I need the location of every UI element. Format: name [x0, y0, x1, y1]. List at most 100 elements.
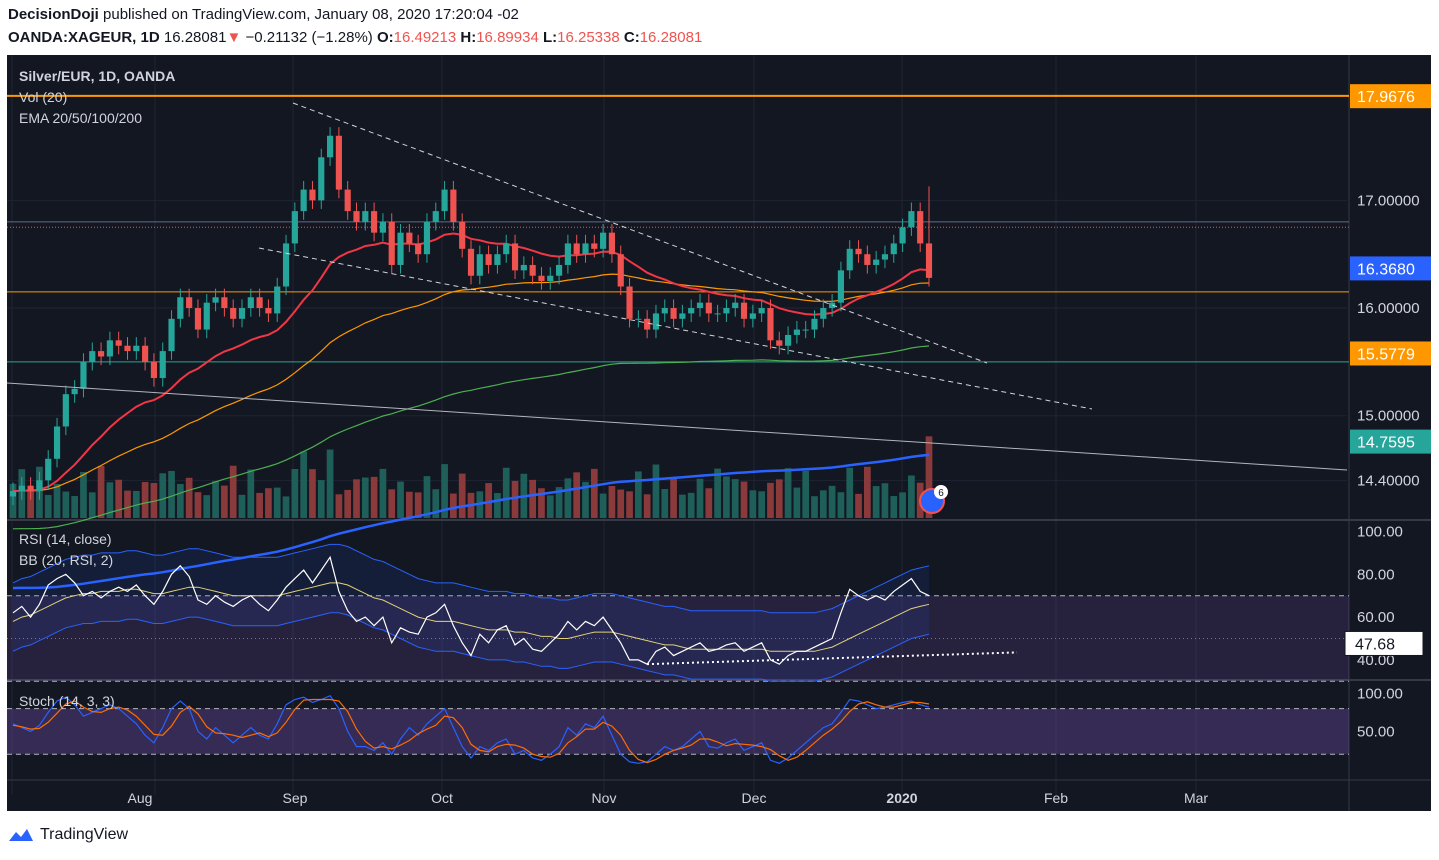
close-value: 16.28081	[639, 29, 703, 46]
volume-bar	[634, 471, 642, 518]
volume-bar	[309, 469, 316, 518]
volume-bar	[925, 436, 933, 518]
volume-bar	[608, 485, 616, 518]
high-value: 16.89934	[476, 29, 539, 46]
volume-bar	[784, 468, 792, 518]
symbol-label: OANDA:XAGEUR, 1D	[8, 29, 160, 46]
rsi-pane	[7, 544, 1349, 682]
author-name[interactable]: DecisionDoji	[8, 6, 99, 23]
candle-body	[194, 308, 202, 330]
volume-bar	[432, 489, 440, 518]
candle-body	[221, 297, 228, 309]
candle-body	[652, 313, 660, 330]
candle-body	[802, 329, 809, 331]
volume-bar	[88, 492, 96, 518]
candle-body	[89, 351, 96, 362]
rsi-last-value: 47.68	[1355, 636, 1395, 653]
candle-body	[142, 345, 149, 362]
rsi-support-trendline	[646, 651, 1018, 666]
volume-bar	[705, 488, 713, 518]
rsi-tick-label: 80.00	[1357, 566, 1395, 583]
candle-body	[626, 286, 633, 319]
candle-body	[106, 340, 113, 357]
volume-bar	[529, 479, 537, 518]
volume-bar	[450, 493, 457, 518]
time-tick-label: 2020	[886, 790, 917, 806]
candle-body	[71, 388, 78, 395]
grid-lines	[7, 55, 1347, 795]
volume-bar	[80, 471, 87, 518]
volume-bar	[643, 494, 651, 518]
volume-bar	[855, 493, 862, 518]
volume-bar	[573, 472, 581, 518]
volume-bar	[229, 465, 237, 518]
candle-body	[80, 361, 87, 389]
volume-bar	[247, 469, 255, 518]
candle-body	[18, 485, 25, 492]
volume-bar	[221, 485, 228, 518]
volume-bar	[546, 495, 554, 518]
candle-body	[873, 259, 880, 265]
candle-body	[168, 318, 175, 352]
candle-body	[379, 221, 387, 233]
candle-body	[688, 308, 695, 314]
volume-bar	[388, 489, 396, 518]
volume-bar	[652, 464, 660, 518]
price-label-box	[1350, 341, 1431, 366]
candle-body	[538, 275, 545, 282]
volume-bar	[899, 492, 906, 518]
rsi-last-value-box	[1344, 630, 1424, 656]
candle-body	[115, 340, 122, 346]
time-tick-label: Oct	[431, 790, 453, 806]
tradingview-logo[interactable]: TradingView	[8, 826, 128, 844]
candle-body	[265, 308, 272, 314]
volume-bar	[405, 491, 413, 518]
candle-body	[467, 248, 475, 276]
volume-bar	[502, 467, 510, 518]
candle-body	[203, 302, 210, 330]
brand-name: TradingView	[40, 826, 129, 843]
candle-body	[776, 340, 783, 346]
candle-body	[732, 302, 739, 309]
time-tick-label: Dec	[742, 790, 767, 806]
candle-body	[679, 313, 686, 319]
volume-bar	[758, 491, 766, 518]
candle-body	[282, 243, 290, 287]
candle-body	[864, 254, 871, 265]
candle-body	[696, 302, 704, 309]
volume-bar	[71, 496, 79, 518]
chart-canvas[interactable]: 6 17.00000 16.00000 15.00000 14.40000 17.9676…	[7, 55, 1431, 811]
candle-body	[318, 157, 325, 201]
volume-bar	[27, 488, 34, 518]
candle-body	[432, 211, 439, 222]
volume-bar	[582, 481, 589, 518]
volume-bar	[212, 481, 219, 518]
candle-body	[485, 254, 492, 265]
volume-bar	[44, 494, 52, 518]
price-label-text: 14.7595	[1357, 435, 1415, 452]
volume-bar	[828, 485, 836, 518]
rsi-legend: RSI (14, close)	[19, 531, 112, 547]
volume-bar	[441, 464, 448, 518]
candle-body	[177, 297, 184, 319]
candle-body	[397, 232, 404, 265]
candle-body	[326, 135, 334, 158]
candle-body	[344, 189, 351, 212]
candle-body	[758, 308, 765, 314]
candle-body	[582, 243, 589, 255]
volume-bar	[599, 493, 607, 518]
tradingview-logo-icon	[9, 829, 33, 841]
volume-bar	[626, 491, 633, 518]
candle-body	[406, 232, 413, 244]
time-tick-label: Feb	[1044, 790, 1068, 806]
time-tick-label: Aug	[128, 790, 153, 806]
candle-body	[124, 345, 131, 352]
news-count-circle	[934, 485, 948, 499]
volume-bar	[775, 479, 783, 518]
ema-50-line	[12, 273, 930, 492]
chart-area[interactable]	[7, 55, 1431, 811]
volume-bar	[273, 487, 281, 518]
volume-bar	[414, 492, 422, 518]
close-label: C:	[623, 29, 640, 46]
open-label: O:	[376, 29, 394, 46]
